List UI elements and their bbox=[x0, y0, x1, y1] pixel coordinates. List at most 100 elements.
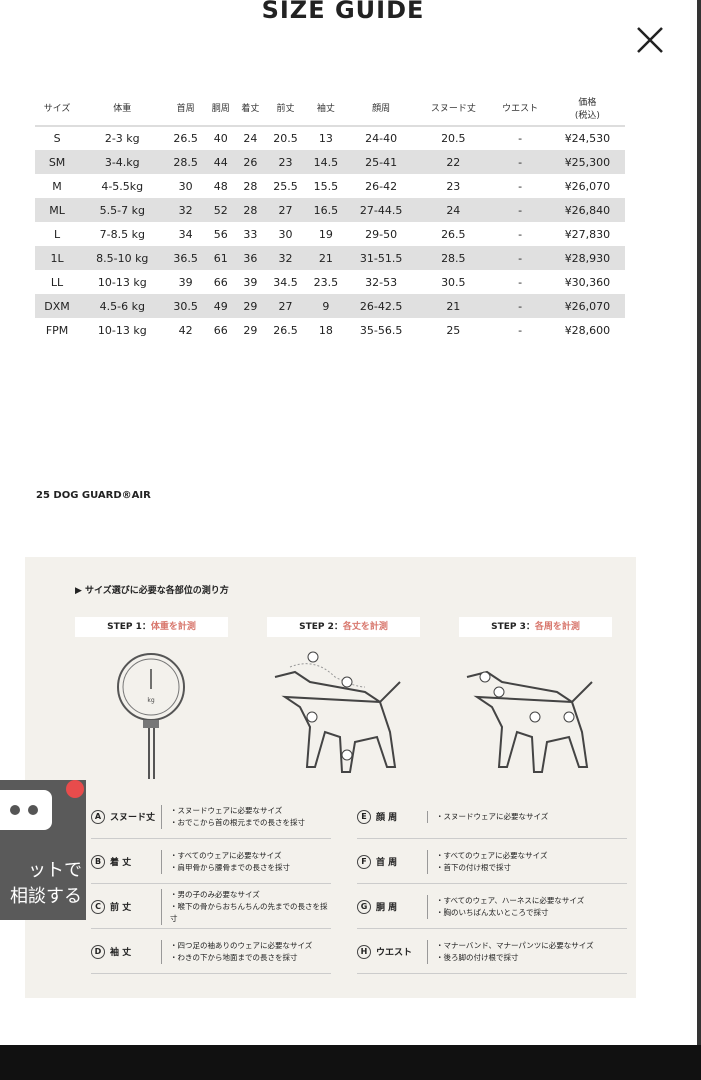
letter-badge: A bbox=[91, 809, 105, 824]
page-title: SIZE GUIDE bbox=[261, 0, 425, 24]
table-cell: 52 bbox=[205, 198, 236, 222]
column-header: ウエスト bbox=[490, 90, 550, 127]
table-cell: 32 bbox=[165, 198, 206, 222]
letter-badge: B bbox=[91, 854, 105, 869]
description-line: ・胸のいちばん太いところで採寸 bbox=[436, 907, 549, 917]
table-cell: 26 bbox=[235, 150, 266, 174]
table-cell: ¥26,070 bbox=[549, 294, 625, 318]
table-cell: 3-4.kg bbox=[79, 150, 166, 174]
table-cell: 44 bbox=[205, 150, 236, 174]
measurement-item: H ウエスト ・マナーバンド、マナーパンツに必要なサイズ ・後ろ脚の付け根で採寸 bbox=[357, 930, 627, 974]
table-cell: 30 bbox=[278, 227, 293, 241]
table-row: M 4-5.5kg 30 48 28 25.5 15.5 26-42 23 - ¥26,070 bbox=[35, 174, 625, 198]
column-header: 体重 bbox=[79, 90, 166, 127]
table-cell: LL bbox=[50, 275, 64, 289]
table-cell: 56 bbox=[213, 227, 228, 241]
table-cell: 30.5 bbox=[165, 294, 206, 318]
measurement-description: ・四つ足の袖ありのウェアに必要なサイズ ・わきの下から地面までの長さを採寸 bbox=[161, 939, 331, 964]
table-cell: 28 bbox=[235, 198, 266, 222]
measurement-guide: ▶ サイズ選びに必要な各部位の測り方 STEP 1：体重を計測 STEP 2：各… bbox=[25, 557, 636, 998]
table-cell: 48 bbox=[213, 179, 228, 193]
table-cell: 21 bbox=[416, 294, 491, 318]
column-header: 胴周 bbox=[205, 90, 236, 127]
measurement-description: ・すべてのウェアに必要なサイズ ・首下の付け根で採寸 bbox=[427, 849, 627, 874]
description-line: ・おでこから首の根元までの長さを採寸 bbox=[170, 817, 305, 827]
description-line: ・喉下の骨からおちんちんの先までの長さを採寸 bbox=[170, 901, 328, 923]
step-label: STEP 3： bbox=[491, 622, 535, 632]
product-name: 25 DOG GUARD®AIR bbox=[36, 490, 151, 501]
table-cell: DXM bbox=[35, 294, 80, 318]
table-cell: 26.5 bbox=[173, 132, 198, 145]
measurement-label: H ウエスト bbox=[357, 944, 427, 959]
table-cell: 19 bbox=[318, 227, 333, 241]
scale-icon: kg bbox=[117, 653, 185, 779]
table-cell: 26.5 bbox=[441, 227, 466, 241]
table-cell: ¥30,360 bbox=[564, 275, 611, 289]
table-cell: 20.5 bbox=[441, 132, 466, 145]
column-header: 顔周 bbox=[346, 90, 417, 127]
measurement-name: 着 丈 bbox=[110, 858, 132, 868]
table-cell: 27 bbox=[265, 294, 306, 318]
letter-badge: H bbox=[357, 944, 371, 959]
size-table: サイズ 体重 首周 胴周 着丈 前丈 袖丈 顔周 スヌード丈 ウエスト 価格 (税込) S 2-3 k… bbox=[35, 90, 625, 342]
table-cell: 8.5-10 kg bbox=[79, 246, 166, 270]
table-cell: FPM bbox=[45, 323, 69, 337]
bottom-bar bbox=[0, 1045, 701, 1080]
table-row: S 2-3 kg 26.5 40 24 20.5 13 24-40 20.5 - ¥24,530 bbox=[35, 126, 625, 150]
measurement-description: ・男の子のみ必要なサイズ ・喉下の骨からおちんちんの先までの長さを採寸 bbox=[161, 888, 331, 925]
table-cell: 24-40 bbox=[365, 132, 398, 145]
table-cell: 23 bbox=[446, 179, 461, 193]
table-cell: 66 bbox=[213, 275, 228, 289]
dog-girth-illustration bbox=[466, 670, 593, 773]
measurement-name: 袖 丈 bbox=[110, 948, 132, 958]
measurement-description: ・スヌードウェアに必要なサイズ bbox=[427, 810, 627, 823]
table-cell: L bbox=[53, 227, 61, 241]
measurement-description: ・マナーバンド、マナーパンツに必要なサイズ ・後ろ脚の付け根で採寸 bbox=[427, 939, 627, 964]
table-cell: 26.5 bbox=[273, 323, 298, 337]
description-line: ・スヌードウェアに必要なサイズ bbox=[170, 805, 283, 815]
description-line: ・すべてのウェアに必要なサイズ bbox=[436, 850, 548, 860]
table-cell: 25-41 bbox=[346, 150, 417, 174]
letter-badge: C bbox=[91, 899, 105, 914]
table-cell: 30.5 bbox=[441, 275, 466, 289]
table-cell: 18 bbox=[318, 323, 333, 337]
description-line: ・すべてのウェア、ハーネスに必要なサイズ bbox=[436, 895, 585, 905]
measurement-name: ウエスト bbox=[376, 948, 413, 958]
measurement-name: スヌード丈 bbox=[110, 813, 156, 823]
table-cell: 1L bbox=[35, 246, 80, 270]
description-line: ・スヌードウェアに必要なサイズ bbox=[436, 811, 549, 821]
description-line: ・後ろ脚の付け根で採寸 bbox=[436, 952, 519, 962]
table-cell: M bbox=[52, 179, 62, 193]
table-cell: 42 bbox=[178, 323, 193, 337]
table-cell: - bbox=[518, 227, 523, 241]
description-line: ・マナーバンド、マナーパンツに必要なサイズ bbox=[436, 940, 594, 950]
table-cell: 39 bbox=[243, 275, 258, 289]
measurement-item: G 胴 周 ・すべてのウェア、ハーネスに必要なサイズ ・胸のいちばん太いところで採寸 bbox=[357, 885, 627, 929]
column-header: 着丈 bbox=[235, 90, 266, 127]
table-cell: 28.5 bbox=[416, 246, 491, 270]
table-cell: 33 bbox=[243, 227, 258, 241]
column-header: サイズ bbox=[35, 90, 80, 127]
column-header: 前丈 bbox=[265, 90, 306, 127]
chat-widget-button[interactable]: ットで 相談する bbox=[0, 780, 86, 920]
table-cell: 15.5 bbox=[313, 179, 339, 193]
close-icon[interactable] bbox=[634, 24, 666, 56]
table-row: DXM 4.5-6 kg 30.5 49 29 27 9 26-42.5 21- ¥26,070 bbox=[35, 294, 625, 318]
table-row: 1L 8.5-10 kg 36.5 61 36 32 21 31-51.5 28.5- ¥28,9… bbox=[35, 246, 625, 270]
table-cell: ¥28,930 bbox=[549, 246, 625, 270]
table-cell: 32-53 bbox=[365, 275, 398, 289]
table-row: L 7-8.5 kg 34 56 33 30 19 29-50 26.5 - ¥27,830 bbox=[35, 222, 625, 246]
table-cell: 34.5 bbox=[273, 275, 298, 289]
table-cell: 28.5 bbox=[165, 150, 206, 174]
letter-badge: F bbox=[357, 854, 371, 869]
measurement-item: D 袖 丈 ・四つ足の袖ありのウェアに必要なサイズ ・わきの下から地面までの長さを採寸 bbox=[91, 930, 331, 974]
table-cell: 27-44.5 bbox=[346, 198, 417, 222]
table-cell: ¥27,830 bbox=[564, 227, 611, 241]
table-cell: ¥26,070 bbox=[564, 179, 611, 193]
table-cell: 10-13 kg bbox=[97, 275, 147, 289]
dog-length-illustration bbox=[274, 651, 401, 773]
table-cell: ¥25,300 bbox=[549, 150, 625, 174]
table-cell: 20.5 bbox=[273, 132, 298, 145]
